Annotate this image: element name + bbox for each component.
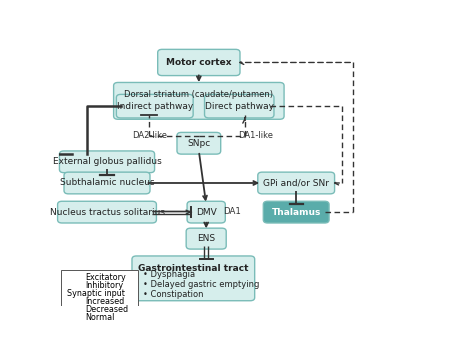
FancyBboxPatch shape (64, 172, 150, 194)
Text: Inhibitory: Inhibitory (85, 281, 123, 290)
Text: Thalamus: Thalamus (272, 208, 321, 217)
Text: Direct pathway: Direct pathway (205, 102, 274, 111)
Text: DMV: DMV (196, 208, 217, 217)
Text: • Constipation: • Constipation (143, 290, 203, 299)
FancyBboxPatch shape (187, 201, 225, 223)
Text: Normal: Normal (85, 313, 114, 322)
FancyBboxPatch shape (58, 201, 156, 223)
Text: ENS: ENS (197, 234, 215, 243)
FancyBboxPatch shape (132, 256, 255, 301)
Text: Indirect pathway: Indirect pathway (117, 102, 193, 111)
Text: Gastrointestinal tract: Gastrointestinal tract (138, 264, 248, 273)
Text: Nucleus tractus solitarius: Nucleus tractus solitarius (49, 208, 164, 217)
FancyBboxPatch shape (158, 49, 240, 76)
Text: External globus pallidus: External globus pallidus (53, 157, 161, 166)
Text: Decreased: Decreased (85, 305, 128, 314)
FancyBboxPatch shape (114, 83, 284, 119)
FancyBboxPatch shape (177, 132, 221, 154)
Text: Synaptic input: Synaptic input (67, 289, 125, 298)
FancyBboxPatch shape (205, 94, 274, 118)
FancyBboxPatch shape (264, 201, 329, 223)
Text: Dorsal striatum (caudate/putamen): Dorsal striatum (caudate/putamen) (124, 90, 273, 99)
FancyBboxPatch shape (61, 270, 138, 322)
Text: GPi and/or SNr: GPi and/or SNr (263, 179, 329, 187)
FancyBboxPatch shape (117, 94, 193, 118)
FancyBboxPatch shape (59, 151, 155, 173)
Text: DA2-like: DA2-like (132, 131, 167, 140)
Text: DA1-like: DA1-like (238, 131, 273, 140)
Text: Motor cortex: Motor cortex (166, 58, 232, 67)
Text: • Delayed gastric emptying: • Delayed gastric emptying (143, 280, 259, 289)
Text: SNpc: SNpc (187, 139, 210, 148)
Text: • Dysphagia: • Dysphagia (143, 270, 195, 279)
FancyBboxPatch shape (186, 228, 226, 249)
Text: Excitatory: Excitatory (85, 273, 126, 282)
FancyBboxPatch shape (258, 172, 335, 194)
Text: DA1: DA1 (223, 207, 241, 216)
Text: Subthalamic nucleus: Subthalamic nucleus (60, 179, 155, 187)
Text: Increased: Increased (85, 297, 124, 306)
